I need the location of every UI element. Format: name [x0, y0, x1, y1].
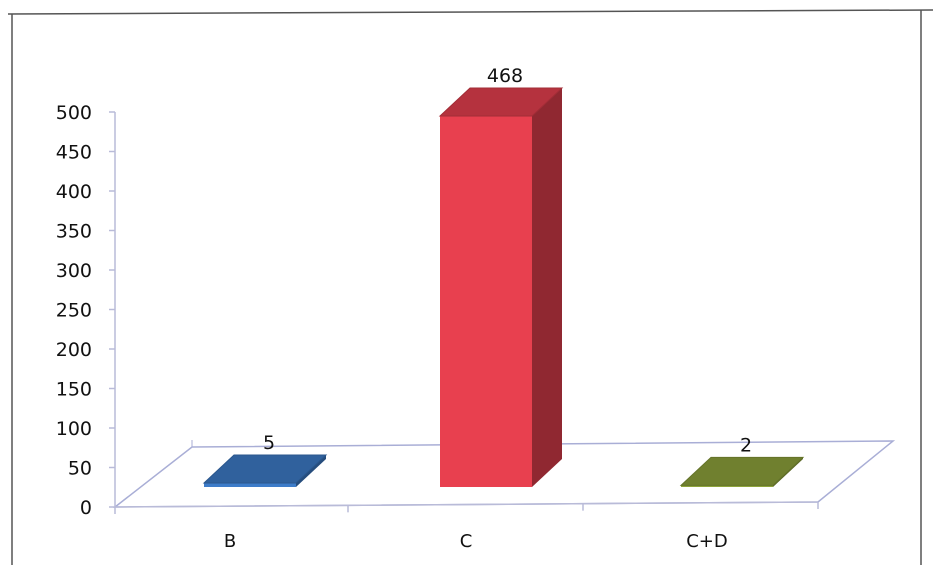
bar-top: [438, 87, 564, 117]
data-label: 5: [263, 432, 275, 454]
y-tick-label: 500: [56, 102, 92, 124]
x-tick-label: C: [460, 531, 473, 552]
bar-top: [202, 454, 328, 484]
x-axis-line: [114, 501, 819, 508]
x-tick-label: C+D: [686, 531, 728, 552]
y-tick-label: 250: [56, 300, 92, 322]
y-tick-label: 100: [56, 418, 92, 440]
frame-top: [7, 9, 933, 15]
data-labels: 5 468 2: [263, 65, 752, 456]
bars: [202, 87, 805, 487]
bar-front: [440, 116, 532, 487]
y-tick-label: 200: [56, 339, 92, 361]
bar-side: [296, 455, 326, 487]
data-label: 468: [487, 65, 523, 87]
y-axis-ticks: 0 50 100 150 200 250 300 350 400 450 500: [56, 102, 115, 519]
bar-side: [532, 88, 562, 487]
bar-front: [204, 483, 296, 487]
y-tick-label: 50: [68, 458, 92, 480]
y-tick-label: 450: [56, 142, 92, 164]
y-tick-label: 400: [56, 181, 92, 203]
x-tick-label: B: [224, 531, 236, 552]
y-tick-label: 150: [56, 379, 92, 401]
data-label: 2: [740, 434, 752, 456]
bar-front: [681, 485, 773, 487]
y-tick-label: 300: [56, 260, 92, 282]
bar-top: [679, 456, 805, 486]
y-tick-label: 350: [56, 221, 92, 243]
y-tick-label: 0: [80, 497, 92, 519]
x-axis-ticks: B C C+D: [114, 502, 819, 552]
